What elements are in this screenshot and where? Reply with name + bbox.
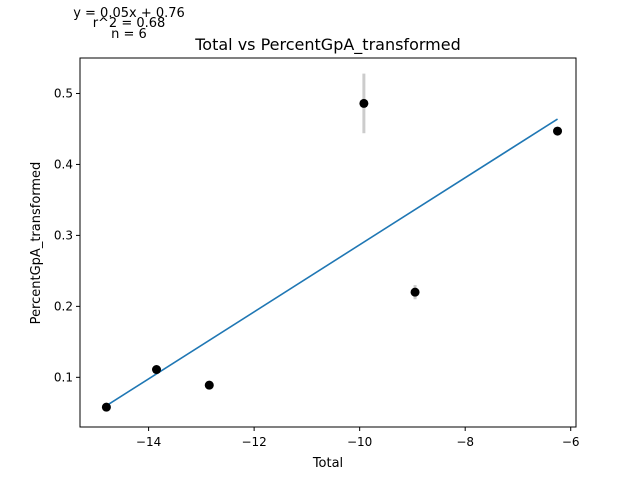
data-point-3 [359,98,369,108]
x-tick-label-2: −10 [347,435,372,449]
y-tick-label-0: 0.1 [54,370,73,384]
data-point-5 [553,126,563,136]
annotation-r-squared: r^2 = 0.68 [93,16,166,31]
y-tick-label-2: 0.3 [54,228,73,242]
axes-frame [79,57,577,428]
plot-area: −14 −12 −10 −8 −6 0.1 0.2 0.3 0.4 0.5 [54,57,580,449]
x-tick-label-3: −8 [456,435,474,449]
fit-line [105,118,558,407]
annotation-n: n = 6 [111,27,147,42]
chart-title: Total vs PercentGpA_transformed [194,35,460,55]
x-tick-label-0: −14 [136,435,161,449]
x-tick-label-4: −6 [562,435,580,449]
data-point-0 [101,402,111,412]
data-point-4 [410,287,420,297]
y-tick-label-1: 0.2 [54,299,73,313]
y-axis-label: PercentGpA_transformed [29,162,44,325]
annotation-equation: y = 0.05x + 0.76 [73,6,185,21]
y-tick-label-3: 0.4 [54,157,73,171]
data-point-1 [152,365,162,375]
x-tick-label-1: −12 [241,435,266,449]
data-point-2 [204,380,214,390]
x-axis-label: Total [312,456,343,471]
y-tick-label-4: 0.5 [54,86,73,100]
